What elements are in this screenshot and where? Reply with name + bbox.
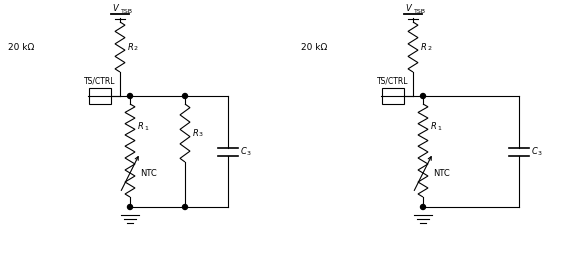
Text: R: R — [431, 122, 437, 131]
Text: R: R — [138, 122, 144, 131]
Text: R: R — [128, 42, 134, 51]
Text: R: R — [421, 42, 427, 51]
Bar — [89, 88, 111, 104]
Bar — [382, 88, 404, 104]
Text: NTC: NTC — [433, 169, 450, 178]
Text: NTC: NTC — [140, 169, 157, 178]
Text: 3: 3 — [247, 151, 251, 156]
Text: 20 kΩ: 20 kΩ — [301, 42, 327, 51]
Text: TS/CTRL: TS/CTRL — [377, 77, 409, 86]
Text: 3: 3 — [199, 133, 203, 137]
Text: 3: 3 — [538, 151, 542, 156]
Text: R: R — [193, 128, 199, 137]
Text: V: V — [406, 4, 411, 13]
Circle shape — [182, 94, 188, 98]
Text: 2: 2 — [134, 47, 138, 51]
Text: 1: 1 — [144, 126, 148, 131]
Text: 1: 1 — [437, 126, 441, 131]
Text: TSB: TSB — [121, 9, 133, 14]
Text: 20 kΩ: 20 kΩ — [8, 42, 34, 51]
Circle shape — [127, 94, 132, 98]
Circle shape — [182, 205, 188, 209]
Text: TSB: TSB — [414, 9, 426, 14]
Text: C: C — [241, 147, 247, 156]
Circle shape — [421, 94, 425, 98]
Text: 2: 2 — [427, 47, 431, 51]
Text: TS/CTRL: TS/CTRL — [84, 77, 116, 86]
Text: C: C — [532, 147, 538, 156]
Text: V: V — [112, 4, 118, 13]
Circle shape — [421, 205, 425, 209]
Circle shape — [127, 205, 132, 209]
